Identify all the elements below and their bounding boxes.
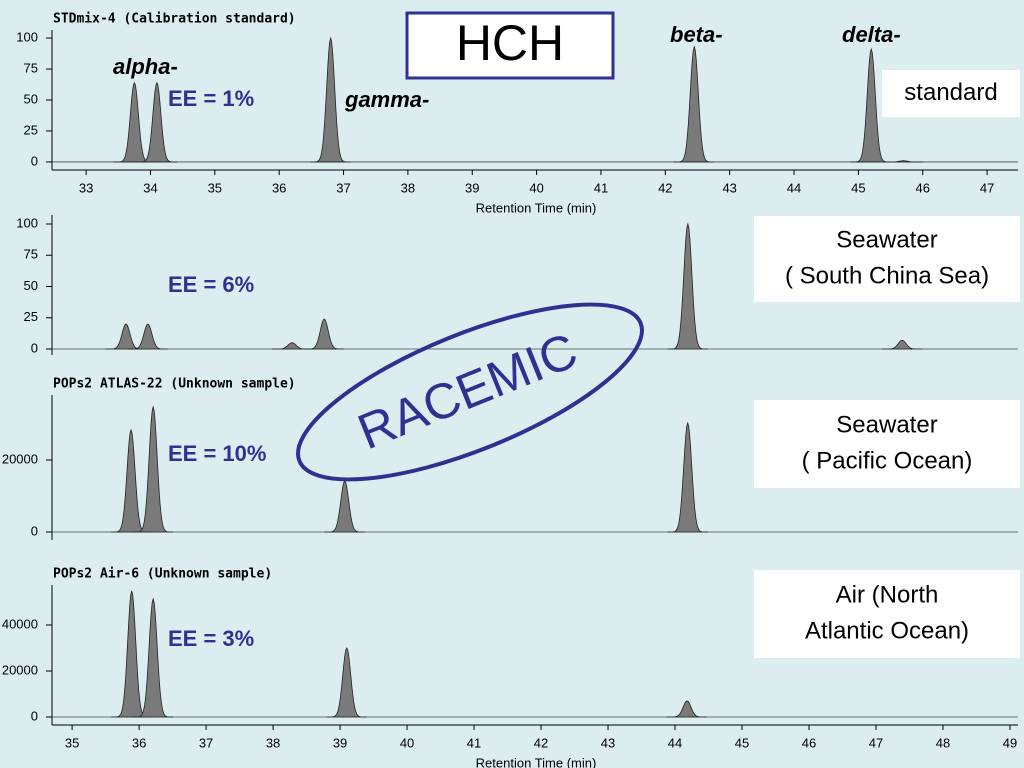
x-tick-label: 41	[594, 180, 608, 195]
sample-label: standard	[904, 79, 997, 106]
x-tick-label: 38	[401, 180, 415, 195]
sample-label: Seawater	[836, 411, 937, 438]
x-tick-label: 37	[336, 180, 350, 195]
peak	[324, 480, 365, 533]
x-tick-label: 45	[851, 180, 865, 195]
x-tick-label: 46	[916, 180, 930, 195]
x-tick-label: 42	[658, 180, 672, 195]
compound-label: delta-	[842, 22, 901, 47]
y-tick-label: 0	[31, 708, 38, 723]
y-tick-label: 75	[24, 60, 38, 75]
x-tick-label: 47	[980, 180, 994, 195]
peak	[310, 36, 351, 163]
x-tick-label: 43	[722, 180, 736, 195]
y-tick-label: 75	[24, 247, 38, 262]
ee-label: EE = 10%	[168, 441, 266, 466]
peak	[882, 339, 923, 350]
peak	[136, 81, 177, 163]
sample-label-box	[754, 570, 1020, 658]
x-tick-label: 41	[467, 735, 481, 750]
peak	[883, 160, 924, 163]
sample-label: Atlantic Ocean)	[805, 617, 969, 644]
panel-title: STDmix-4 (Calibration standard)	[53, 12, 296, 27]
y-tick-label: 0	[31, 523, 38, 538]
y-tick-label: 100	[16, 215, 38, 230]
y-tick-label: 40000	[2, 616, 38, 631]
peak	[132, 405, 174, 533]
peak	[667, 421, 708, 533]
compound-label: alpha-	[113, 54, 178, 79]
x-tick-label: 43	[601, 735, 615, 750]
x-tick-label: 48	[936, 735, 950, 750]
compound-label: gamma-	[344, 87, 429, 112]
peak	[132, 597, 174, 718]
y-tick-label: 50	[24, 278, 38, 293]
title-box	[405, 11, 615, 80]
x-tick-label: 40	[400, 735, 414, 750]
peak	[667, 222, 708, 350]
sample-label: ( Pacific Ocean)	[802, 447, 973, 474]
x-tick-label: 44	[787, 180, 801, 195]
x-tick-label: 39	[465, 180, 479, 195]
x-tick-label: 36	[272, 180, 286, 195]
x-tick-label: 47	[869, 735, 883, 750]
panel-title: POPs2 ATLAS-22 (Unknown sample)	[53, 377, 296, 392]
sample-label: ( South China Sea)	[785, 262, 989, 289]
y-tick-label: 50	[24, 91, 38, 106]
ee-label: EE = 1%	[168, 86, 254, 111]
peak	[326, 647, 367, 718]
peak	[304, 318, 345, 350]
x-tick-label: 44	[668, 735, 682, 750]
x-tick-label: 39	[333, 735, 347, 750]
x-axis-label: Retention Time (min)	[476, 755, 597, 768]
y-tick-label: 0	[31, 153, 38, 168]
sample-label-box	[882, 70, 1020, 117]
sample-label-box	[754, 216, 1020, 302]
sample-label-box	[754, 400, 1020, 488]
y-tick-label: 25	[24, 309, 38, 324]
slide-title: HCH	[456, 15, 564, 71]
y-tick-label: 20000	[2, 662, 38, 677]
x-axis-label: Retention Time (min)	[476, 200, 597, 215]
x-tick-label: 35	[208, 180, 222, 195]
x-tick-label: 49	[1003, 735, 1017, 750]
peak	[127, 323, 168, 350]
x-tick-label: 33	[79, 180, 93, 195]
stamp-ellipse	[296, 302, 644, 482]
y-tick-label: 25	[24, 122, 38, 137]
x-tick-label: 45	[735, 735, 749, 750]
x-tick-label: 40	[529, 180, 543, 195]
compound-label: beta-	[670, 22, 723, 47]
peak	[666, 700, 708, 718]
x-tick-label: 34	[143, 180, 157, 195]
x-tick-label: 36	[132, 735, 146, 750]
x-tick-label: 38	[266, 735, 280, 750]
ee-label: EE = 3%	[168, 626, 254, 651]
panel-title: POPs2 Air-6 (Unknown sample)	[53, 567, 272, 582]
y-tick-label: 0	[31, 340, 38, 355]
y-tick-label: 100	[16, 29, 38, 44]
peak	[673, 45, 715, 163]
ee-label: EE = 6%	[168, 272, 254, 297]
sample-label: Seawater	[836, 226, 937, 253]
x-tick-label: 42	[534, 735, 548, 750]
y-tick-label: 20000	[2, 451, 38, 466]
x-tick-label: 35	[65, 735, 79, 750]
sample-label: Air (North	[836, 581, 939, 608]
x-tick-label: 46	[802, 735, 816, 750]
x-tick-label: 37	[199, 735, 213, 750]
